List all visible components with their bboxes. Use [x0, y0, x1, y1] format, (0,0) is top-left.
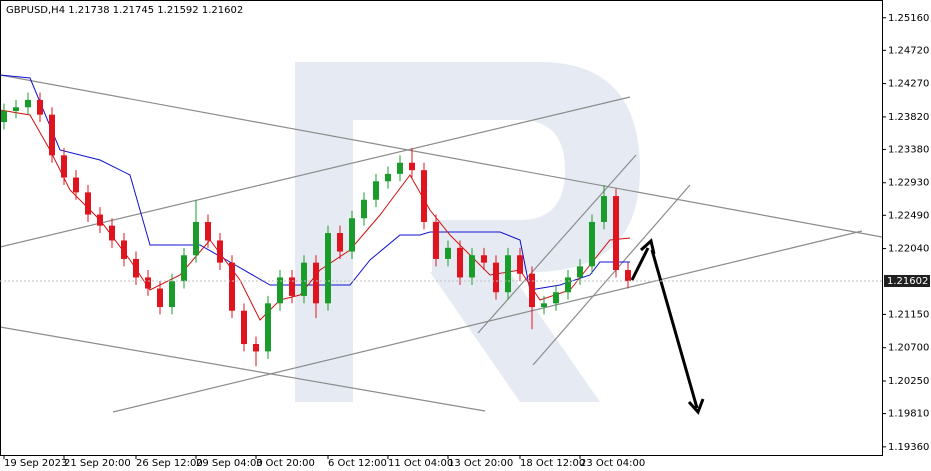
candle-body	[313, 262, 319, 304]
candle-body	[613, 196, 619, 271]
candle-body	[541, 303, 547, 308]
candle-body	[97, 214, 103, 226]
candle-body	[133, 258, 139, 278]
x-tick-label: 23 Oct 04:00	[580, 458, 645, 469]
candle-body	[109, 225, 115, 241]
candle-body	[157, 288, 163, 308]
watermark	[295, 62, 640, 402]
y-tick-label: 1.20250	[888, 376, 929, 387]
candle-body	[421, 170, 427, 222]
candle-body	[169, 281, 175, 308]
candle-body	[229, 262, 235, 311]
last-price-label: 1.21602	[887, 276, 928, 287]
candle-body	[445, 247, 451, 259]
last-price-box	[884, 274, 930, 287]
x-tick-label: 29 Sep 04:00	[196, 458, 263, 469]
candle-body	[181, 255, 187, 282]
plot-frame	[0, 0, 883, 456]
candle-body	[73, 177, 79, 193]
candle-body	[217, 240, 223, 263]
candle-body	[553, 292, 559, 304]
candle-body	[505, 255, 511, 293]
x-tick-label: 11 Oct 04:00	[388, 458, 453, 469]
candle-body	[325, 233, 331, 304]
candle-body	[589, 221, 595, 267]
candle-body	[205, 221, 211, 241]
x-tick-label: 19 Sep 2023	[4, 458, 67, 469]
y-tick-label: 1.24270	[888, 79, 929, 90]
candle-body	[277, 277, 283, 304]
candle-body	[517, 255, 523, 274]
candle-body	[433, 221, 439, 259]
candle-body	[577, 266, 583, 278]
y-tick-label: 1.24720	[888, 45, 929, 56]
candle-body	[1, 110, 7, 123]
trade-arrows	[630, 238, 705, 415]
candle-body	[481, 255, 487, 263]
candle-body	[49, 114, 55, 156]
candle-body	[265, 303, 271, 352]
candle-body	[301, 262, 307, 296]
trend-lines	[0, 74, 883, 413]
candle-body	[493, 262, 499, 293]
candle-body	[457, 247, 463, 278]
candle-body	[373, 181, 379, 200]
chart-title: GBPUSD,H4 1.21738 1.21745 1.21592 1.2160…	[6, 5, 243, 16]
y-tick-label: 1.23380	[888, 144, 929, 155]
y-tick-label: 1.22930	[888, 178, 929, 189]
y-tick-label: 1.25160	[888, 13, 929, 24]
y-tick-label: 1.22490	[888, 210, 929, 221]
candle-body	[529, 273, 535, 308]
candle-body	[253, 344, 259, 352]
candle-body	[145, 277, 151, 289]
candle-body	[601, 196, 607, 222]
candle-body	[409, 162, 415, 171]
y-tick-label: 1.23820	[888, 112, 929, 123]
candle-body	[385, 173, 391, 182]
candle-body	[193, 221, 199, 256]
candle-body	[565, 277, 571, 293]
kijun-line	[0, 74, 630, 291]
candle-body	[121, 240, 127, 259]
candle-body	[397, 162, 403, 174]
candle-body	[469, 255, 475, 278]
y-tick-label: 1.19360	[888, 442, 929, 453]
x-tick-label: 6 Oct 12:00	[328, 458, 387, 469]
x-tick-label: 26 Sep 12:00	[136, 458, 203, 469]
x-tick-label: 3 Oct 20:00	[256, 458, 315, 469]
candle-body	[625, 270, 631, 282]
y-tick-label: 1.20700	[888, 343, 929, 354]
candle-body	[13, 107, 19, 111]
candle-body	[337, 233, 343, 252]
y-tick-label: 1.21150	[888, 309, 929, 320]
x-tick-label: 21 Sep 20:00	[64, 458, 131, 469]
candle-body	[289, 277, 295, 296]
candle-body	[25, 99, 31, 108]
x-tick-label: 13 Oct 20:00	[448, 458, 513, 469]
candle-body	[349, 218, 355, 252]
y-tick-label: 1.22040	[888, 244, 929, 255]
candle-body	[37, 99, 43, 115]
x-tick-label: 18 Oct 12:00	[520, 458, 585, 469]
candle-body	[361, 199, 367, 219]
candle-body	[241, 310, 247, 345]
candle-body	[61, 155, 67, 178]
candle-body	[85, 192, 91, 215]
y-tick-label: 1.19810	[888, 409, 929, 420]
